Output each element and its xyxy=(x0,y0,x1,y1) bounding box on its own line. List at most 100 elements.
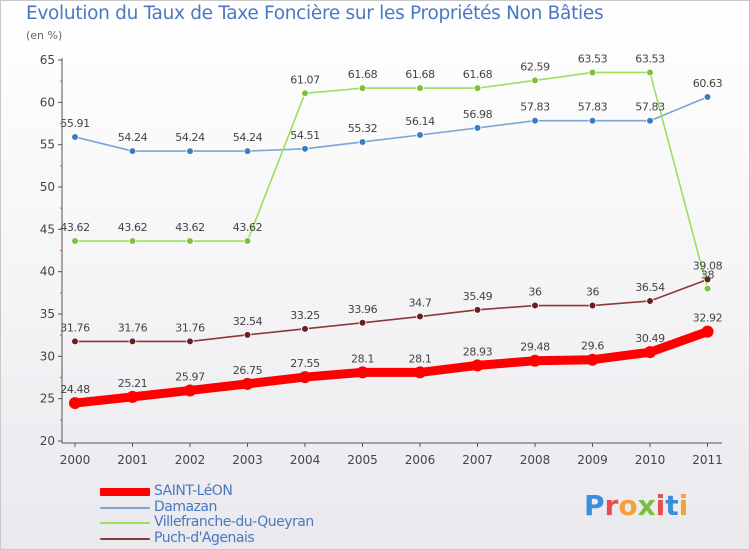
y-tick-label: 20 xyxy=(40,434,55,448)
data-label: 43.62 xyxy=(118,221,148,234)
data-point xyxy=(586,353,599,366)
legend-swatch xyxy=(100,522,150,524)
data-point xyxy=(241,377,254,390)
data-point xyxy=(243,147,252,155)
proxiti-logo: Proxiti xyxy=(584,489,688,522)
data-point xyxy=(531,76,539,85)
data-label: 24.48 xyxy=(60,383,90,396)
logo-letter: o xyxy=(618,489,638,522)
y-tick-label: 60 xyxy=(40,95,55,109)
data-label: 38 xyxy=(701,269,715,282)
legend-label: Villefranche-du-Queyran xyxy=(154,514,314,530)
data-point xyxy=(358,319,367,327)
data-label: 31.76 xyxy=(118,321,148,334)
x-tick-label: 2000 xyxy=(60,453,91,467)
y-tick-label: 55 xyxy=(40,138,55,152)
data-point xyxy=(128,147,137,155)
data-point xyxy=(128,237,137,245)
legend-swatch xyxy=(100,537,150,540)
logo-letter: P xyxy=(584,489,605,522)
y-tick-label: 30 xyxy=(40,349,55,363)
data-point xyxy=(703,284,712,293)
logo-letter: r xyxy=(604,489,619,522)
data-point xyxy=(703,275,712,284)
x-tick-label: 2001 xyxy=(117,453,148,467)
data-label: 63.53 xyxy=(578,52,608,65)
data-point xyxy=(646,116,654,125)
data-label: 30.49 xyxy=(635,332,665,345)
data-label: 33.25 xyxy=(290,309,320,322)
data-label: 43.62 xyxy=(233,221,263,234)
data-label: 61.68 xyxy=(348,68,378,81)
data-label: 36 xyxy=(528,286,542,299)
data-label: 56.14 xyxy=(405,115,435,128)
data-point xyxy=(69,397,81,410)
data-point xyxy=(186,147,194,155)
data-point xyxy=(301,145,309,153)
data-point xyxy=(531,301,539,310)
data-label: 32.54 xyxy=(233,315,263,328)
data-point xyxy=(416,131,424,139)
data-point xyxy=(473,124,482,132)
data-point xyxy=(703,93,712,101)
data-point xyxy=(358,138,367,146)
data-point xyxy=(356,366,369,379)
data-point xyxy=(301,89,309,98)
legend-swatch xyxy=(100,506,150,509)
data-label: 34.7 xyxy=(409,297,432,310)
data-label: 33.96 xyxy=(348,303,378,316)
data-label: 39.08 xyxy=(693,259,723,272)
data-label: 32.92 xyxy=(693,312,723,325)
data-point xyxy=(299,371,311,384)
data-label: 54.24 xyxy=(118,131,148,144)
data-label: 36.54 xyxy=(635,281,665,294)
x-tick-label: 2004 xyxy=(290,453,321,467)
data-point xyxy=(588,301,597,310)
series-line-0 xyxy=(70,327,712,408)
data-point xyxy=(358,84,367,92)
unit-label: (en %) xyxy=(26,29,63,42)
x-tick-label: 2005 xyxy=(347,453,378,467)
data-point xyxy=(243,237,252,245)
x-tick-label: 2002 xyxy=(175,453,206,467)
legend-label: Puch-d'Agenais xyxy=(154,529,255,546)
logo-letter: i xyxy=(655,489,666,522)
data-label: 28.1 xyxy=(351,352,374,365)
data-label: 61.07 xyxy=(290,73,320,86)
data-label: 36 xyxy=(586,286,600,299)
data-label: 25.21 xyxy=(118,377,148,390)
data-label: 43.62 xyxy=(60,221,90,234)
x-tick-label: 2009 xyxy=(577,453,608,467)
data-label: 54.51 xyxy=(290,129,320,142)
data-label: 54.24 xyxy=(233,131,263,144)
y-tick-label: 35 xyxy=(40,307,55,321)
data-point xyxy=(184,384,196,397)
x-tick-label: 2008 xyxy=(520,453,551,467)
y-tick-label: 50 xyxy=(40,180,55,194)
data-label: 57.83 xyxy=(635,101,665,114)
data-label: 57.83 xyxy=(578,101,608,114)
data-point xyxy=(473,84,482,92)
data-point xyxy=(471,359,484,372)
data-label: 31.76 xyxy=(60,321,90,334)
data-label: 55.91 xyxy=(60,117,90,130)
data-label: 63.53 xyxy=(635,52,665,65)
x-tick-label: 2007 xyxy=(462,453,493,467)
data-point xyxy=(416,84,424,92)
data-label: 26.75 xyxy=(233,364,263,377)
y-tick-label: 65 xyxy=(40,53,55,67)
x-tick-label: 2010 xyxy=(635,453,666,467)
data-point xyxy=(646,68,654,77)
data-point xyxy=(644,346,656,359)
data-label: 61.68 xyxy=(405,68,435,81)
data-label: 28.1 xyxy=(409,352,432,365)
data-label: 57.83 xyxy=(520,101,550,114)
data-point xyxy=(529,354,541,367)
data-label: 29.48 xyxy=(520,341,550,354)
data-label: 55.32 xyxy=(348,122,378,135)
data-label: 27.55 xyxy=(290,357,320,370)
legend-swatch xyxy=(100,488,150,496)
data-point xyxy=(473,306,482,314)
